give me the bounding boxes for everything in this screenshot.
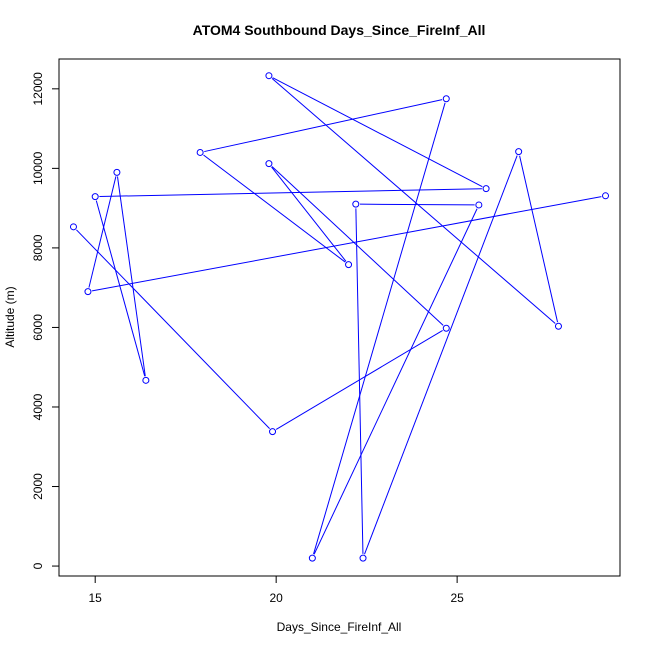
- data-point: [69, 223, 77, 231]
- series-line-segment: [91, 196, 602, 292]
- data-point: [475, 201, 483, 209]
- series-line-segment: [116, 176, 146, 377]
- series-line-segment: [313, 102, 446, 555]
- data-point: [269, 428, 277, 436]
- data-point: [345, 261, 353, 269]
- series-line-segment: [313, 208, 478, 555]
- series-line-segment: [95, 200, 146, 377]
- y-tick-label: 10000: [31, 151, 45, 185]
- data-point: [113, 168, 121, 176]
- data-point: [142, 376, 150, 384]
- y-tick-label: 2000: [31, 473, 45, 500]
- series-line-segment: [88, 176, 117, 288]
- data-point: [84, 288, 92, 296]
- data-point: [265, 160, 273, 168]
- series-line-segment: [76, 229, 270, 429]
- x-tick-label: 15: [89, 591, 103, 605]
- series-line-segment: [271, 78, 556, 324]
- y-tick-label: 6000: [31, 314, 45, 341]
- y-tick-label: 4000: [31, 393, 45, 420]
- series-line-segment: [271, 166, 444, 326]
- series-line-segment: [204, 99, 443, 153]
- chart-title: ATOM4 Southbound Days_Since_FireInf_All: [193, 22, 486, 38]
- x-tick-label: 25: [450, 591, 464, 605]
- data-point: [442, 95, 450, 103]
- data-point: [554, 322, 562, 330]
- data-point: [308, 554, 316, 562]
- y-tick-label: 8000: [31, 234, 45, 261]
- data-point: [482, 185, 490, 193]
- data-point: [442, 324, 450, 332]
- series-line-segment: [99, 188, 482, 198]
- y-axis: 0 2000 4000 6000 8000 10000 12000: [31, 72, 60, 569]
- series-line-segment: [364, 155, 518, 555]
- series-line-segment: [271, 166, 347, 262]
- data-point: [91, 193, 99, 201]
- series-layer: [69, 72, 610, 562]
- y-tick-label: 0: [31, 562, 45, 569]
- series-line-segment: [203, 154, 346, 263]
- data-point: [515, 148, 523, 156]
- x-tick-label: 20: [269, 591, 283, 605]
- x-axis-label: Days_Since_FireInf_All: [277, 620, 402, 634]
- data-point: [352, 200, 360, 208]
- data-point: [265, 72, 273, 80]
- series-line-segment: [355, 208, 364, 554]
- data-point: [602, 192, 610, 200]
- y-axis-label: Altitude (m): [3, 286, 17, 347]
- data-point: [196, 148, 204, 156]
- series-line-segment: [272, 77, 483, 188]
- y-tick-label: 12000: [31, 72, 45, 106]
- x-axis: 15 20 25: [89, 575, 464, 605]
- series-line-segment: [519, 155, 559, 323]
- data-point: [359, 554, 367, 562]
